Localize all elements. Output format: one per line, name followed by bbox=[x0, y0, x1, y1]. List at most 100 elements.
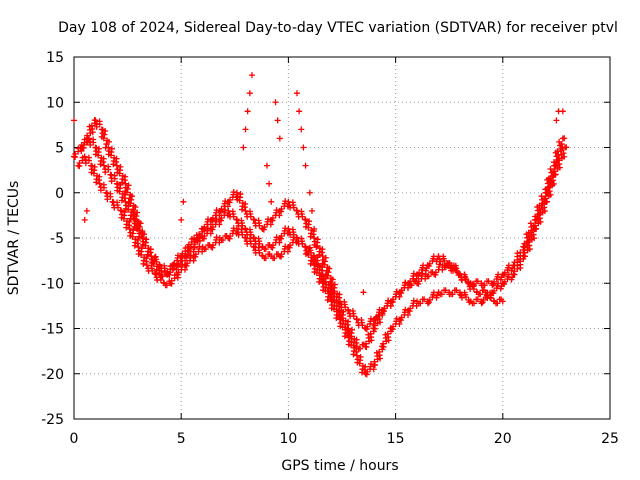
data-point bbox=[81, 153, 88, 160]
x-tick-label: 10 bbox=[279, 431, 297, 447]
data-point bbox=[153, 258, 160, 265]
y-axis-label: SDTVAR / TECUs bbox=[6, 181, 22, 296]
data-point bbox=[113, 158, 120, 165]
data-point bbox=[501, 269, 508, 276]
data-point bbox=[227, 196, 234, 203]
data-point bbox=[132, 204, 139, 211]
data-point bbox=[102, 169, 109, 176]
y-tick-label: -5 bbox=[50, 231, 64, 247]
data-point bbox=[290, 204, 297, 211]
data-point bbox=[201, 233, 208, 240]
data-point bbox=[287, 242, 294, 249]
data-point bbox=[101, 184, 108, 191]
data-point bbox=[477, 291, 484, 298]
data-point bbox=[122, 198, 129, 205]
data-point bbox=[327, 294, 334, 301]
data-point bbox=[432, 269, 439, 276]
data-point bbox=[97, 187, 104, 194]
y-tick-label: -25 bbox=[41, 412, 64, 428]
data-point bbox=[367, 315, 374, 322]
data-point bbox=[299, 240, 306, 247]
data-point bbox=[273, 234, 280, 241]
data-point bbox=[107, 152, 114, 159]
data-point bbox=[311, 235, 318, 241]
data-point bbox=[179, 252, 186, 259]
data-point bbox=[272, 99, 279, 106]
data-point bbox=[170, 261, 177, 268]
data-point bbox=[336, 294, 343, 301]
data-point bbox=[274, 117, 281, 124]
y-tick-label: -15 bbox=[41, 322, 64, 338]
y-tick-label: 5 bbox=[55, 141, 64, 157]
data-point bbox=[559, 108, 566, 115]
data-point bbox=[90, 170, 97, 177]
data-point bbox=[256, 240, 263, 247]
data-point bbox=[499, 298, 506, 305]
data-point bbox=[261, 224, 268, 231]
data-point bbox=[269, 215, 276, 222]
data-point bbox=[230, 213, 237, 220]
data-point bbox=[321, 258, 328, 265]
data-point bbox=[187, 243, 194, 250]
data-point bbox=[247, 240, 254, 247]
data-point bbox=[282, 243, 289, 250]
data-point bbox=[491, 278, 498, 285]
data-point bbox=[321, 261, 328, 268]
data-point bbox=[410, 297, 417, 304]
data-point bbox=[107, 171, 114, 178]
data-point bbox=[376, 348, 383, 355]
data-point bbox=[86, 157, 93, 164]
data-point bbox=[491, 287, 498, 294]
data-point bbox=[415, 278, 422, 285]
data-point bbox=[82, 160, 89, 167]
data-point bbox=[107, 193, 114, 200]
data-point bbox=[244, 108, 251, 115]
data-point bbox=[130, 213, 137, 220]
data-point bbox=[80, 141, 87, 148]
data-point bbox=[113, 180, 120, 187]
data-point bbox=[76, 160, 83, 167]
data-point bbox=[101, 162, 108, 169]
data-point bbox=[419, 270, 426, 277]
data-point bbox=[393, 288, 400, 295]
data-point bbox=[436, 261, 443, 268]
data-point bbox=[402, 279, 409, 286]
data-point bbox=[204, 216, 211, 223]
data-point bbox=[550, 177, 557, 184]
data-point bbox=[426, 260, 433, 267]
data-point bbox=[336, 316, 343, 323]
data-point bbox=[268, 198, 275, 205]
data-point bbox=[326, 265, 333, 272]
data-point bbox=[247, 231, 254, 238]
data-point bbox=[296, 108, 303, 115]
data-point bbox=[501, 278, 508, 285]
y-tick-label: -10 bbox=[41, 276, 64, 292]
data-point bbox=[201, 224, 208, 231]
data-point bbox=[453, 267, 460, 274]
data-point bbox=[105, 166, 112, 173]
data-point bbox=[434, 292, 441, 299]
data-point bbox=[125, 222, 132, 229]
data-point bbox=[290, 234, 297, 241]
data-point bbox=[241, 204, 248, 211]
data-point bbox=[178, 216, 185, 223]
data-point bbox=[116, 170, 123, 177]
x-tick-label: 20 bbox=[494, 431, 512, 447]
data-point bbox=[441, 257, 448, 264]
x-tick-label: 15 bbox=[387, 431, 405, 447]
data-point bbox=[222, 207, 229, 214]
data-point bbox=[551, 168, 558, 175]
data-point bbox=[222, 198, 229, 205]
data-point bbox=[113, 162, 120, 169]
data-point bbox=[480, 296, 487, 303]
data-point bbox=[138, 231, 145, 238]
data-point bbox=[547, 191, 554, 198]
data-point bbox=[278, 251, 285, 258]
data-point bbox=[247, 213, 254, 220]
data-point bbox=[560, 150, 567, 157]
data-point bbox=[330, 306, 337, 313]
data-point bbox=[328, 280, 335, 287]
data-point bbox=[163, 282, 170, 289]
data-point bbox=[187, 252, 194, 259]
data-point bbox=[421, 296, 428, 303]
